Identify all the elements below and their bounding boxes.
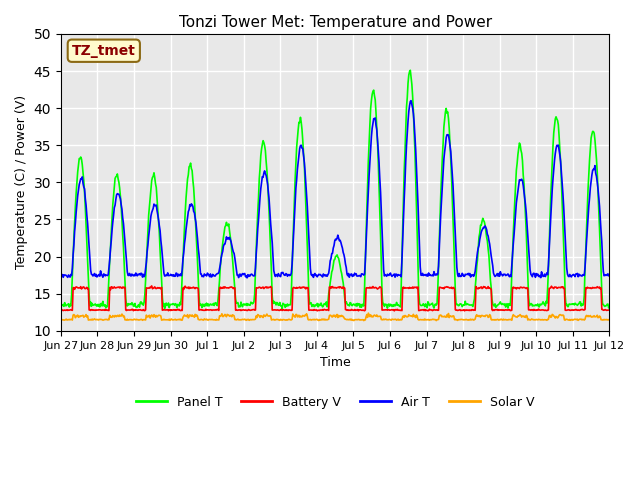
- Solar V: [67, 316, 75, 322]
- Battery V: [67, 307, 75, 312]
- Legend: Panel T, Battery V, Air T, Solar V: Panel T, Battery V, Air T, Solar V: [131, 391, 540, 413]
- Solar V: [365, 310, 372, 316]
- Air T: [407, 98, 415, 104]
- Battery V: [209, 307, 216, 313]
- Solar V: [419, 317, 426, 323]
- Line: Solar V: Solar V: [61, 313, 609, 321]
- Panel T: [67, 303, 75, 309]
- Panel T: [403, 104, 410, 110]
- Battery V: [390, 308, 398, 314]
- Panel T: [278, 306, 286, 312]
- Text: TZ_tmet: TZ_tmet: [72, 44, 136, 58]
- Air T: [419, 273, 427, 278]
- Solar V: [433, 318, 440, 324]
- Panel T: [124, 303, 131, 309]
- Air T: [179, 256, 187, 262]
- Panel T: [179, 256, 187, 262]
- Battery V: [124, 307, 131, 313]
- Line: Panel T: Panel T: [61, 70, 609, 309]
- Panel T: [406, 67, 414, 73]
- Line: Air T: Air T: [61, 101, 609, 278]
- Solar V: [605, 317, 613, 323]
- Battery V: [148, 283, 156, 289]
- Air T: [208, 274, 216, 279]
- Air T: [57, 273, 65, 278]
- Solar V: [208, 316, 216, 322]
- Battery V: [180, 287, 188, 292]
- Panel T: [208, 301, 216, 307]
- Air T: [124, 269, 131, 275]
- Air T: [605, 273, 613, 279]
- Y-axis label: Temperature (C) / Power (V): Temperature (C) / Power (V): [15, 96, 28, 269]
- Battery V: [605, 307, 613, 313]
- Line: Battery V: Battery V: [61, 286, 609, 311]
- Battery V: [419, 307, 427, 312]
- Solar V: [57, 316, 65, 322]
- Air T: [403, 143, 410, 148]
- Battery V: [57, 307, 65, 313]
- Solar V: [403, 314, 410, 320]
- Panel T: [419, 301, 427, 307]
- X-axis label: Time: Time: [320, 356, 351, 369]
- Panel T: [605, 303, 613, 309]
- Solar V: [124, 316, 131, 322]
- Solar V: [179, 314, 187, 320]
- Title: Tonzi Tower Met: Temperature and Power: Tonzi Tower Met: Temperature and Power: [179, 15, 492, 30]
- Panel T: [57, 301, 65, 307]
- Air T: [67, 272, 75, 277]
- Battery V: [403, 285, 411, 291]
- Air T: [243, 275, 251, 281]
